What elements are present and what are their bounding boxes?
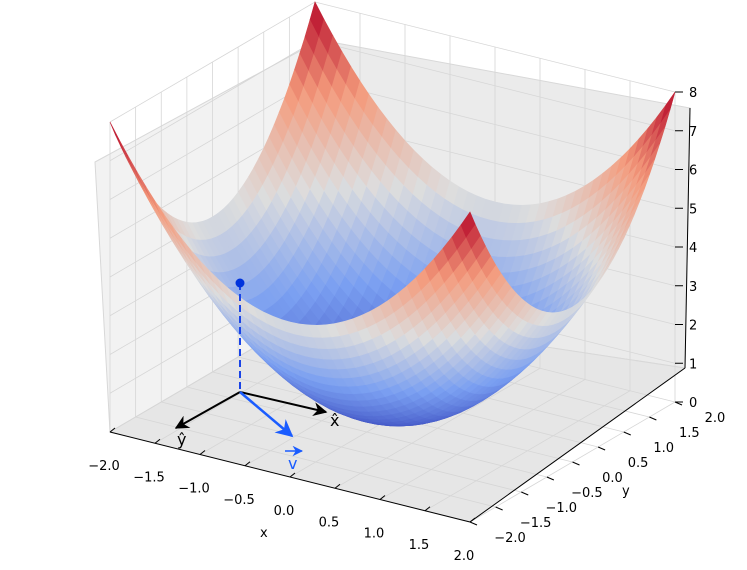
x-axis-tick-label: 0.5 — [319, 515, 340, 530]
y-axis-tick — [521, 491, 529, 496]
x-axis-tick — [199, 450, 206, 455]
x-hat-arrow — [239, 391, 328, 416]
y-axis-tick — [623, 431, 631, 436]
y-axis-tick — [495, 506, 503, 511]
z-axis-tick-label: 4 — [689, 241, 697, 256]
z-axis-tick-label: 0 — [689, 396, 697, 411]
y-axis-tick-label: −1.0 — [545, 501, 577, 516]
y-axis-ticks: −2.0−1.5−1.0−0.50.0 0.5 1.0 1.5 2.0 — [469, 401, 726, 546]
y-axis-tick — [546, 476, 555, 481]
x-axis-ticks: −2.0 −1.5 −1.0 −0.5 0.0 0.5 1.0 1.5 2.0 — [88, 427, 476, 564]
y-axis-title: y — [622, 484, 630, 499]
x-axis-tick-label: 1.5 — [409, 538, 430, 553]
z-axis-tick-label: 1 — [689, 357, 697, 372]
y-axis-tick — [597, 446, 606, 451]
z-axis-tick-label: 3 — [689, 280, 697, 295]
y-hat-arrow — [174, 391, 241, 429]
z-axis-tick-label: 2 — [689, 319, 697, 334]
v-label: v — [288, 454, 297, 473]
surface — [109, 1, 676, 427]
y-axis-tick-label: −0.5 — [571, 486, 603, 501]
x-axis-tick — [424, 506, 431, 512]
x-axis-tick-label: −0.5 — [223, 493, 255, 508]
y-axis-tick — [572, 461, 580, 466]
grid-line — [334, 367, 541, 489]
v-arrow — [239, 391, 294, 438]
x-axis-tick-label: 0.0 — [274, 504, 295, 519]
x-axis-title: x — [260, 526, 268, 541]
annotations: x̂ ŷ v — [174, 278, 339, 473]
z-axis-tick-label: 6 — [689, 164, 697, 179]
y-axis-tick-label: −2.0 — [494, 531, 526, 546]
x-axis-tick-label: −1.5 — [133, 470, 165, 485]
x-axis-tick — [109, 427, 116, 433]
x-axis-tick — [334, 483, 341, 489]
z-axis-tick-label: 5 — [689, 202, 697, 217]
x-axis-tick — [289, 472, 296, 478]
x-axis-tick — [154, 438, 161, 444]
y-axis-tick-label: 0.0 — [602, 471, 623, 486]
y-axis-tick-label: 0.5 — [628, 456, 649, 471]
z-axis-tick-label: 7 — [689, 125, 697, 140]
y-axis-tick — [649, 416, 657, 421]
x-hat-label: x̂ — [330, 411, 339, 430]
y-axis-tick-label: 1.5 — [679, 426, 700, 441]
x-axis-tick-label: −2.0 — [88, 459, 120, 474]
y-axis-line — [469, 367, 686, 523]
y-axis-tick-label: 1.0 — [653, 441, 674, 456]
z-axis-line — [684, 107, 691, 369]
y-hat-label: ŷ — [177, 430, 186, 449]
y-axis-tick — [469, 521, 478, 526]
surface-patch — [460, 211, 476, 238]
x-axis-tick-label: 1.0 — [364, 527, 385, 542]
x-axis-tick-label: −1.0 — [178, 482, 210, 497]
grid-line — [379, 379, 586, 500]
v-label-group: v — [285, 445, 304, 473]
x-axis-tick — [244, 461, 251, 467]
y-axis-tick-label: −1.5 — [520, 516, 552, 531]
z-axis-tick-label: 8 — [689, 86, 697, 101]
grid-line — [424, 390, 631, 512]
x-axis-tick — [469, 517, 476, 523]
surface-point — [235, 278, 245, 288]
x-axis-tick-label: 2.0 — [454, 549, 475, 564]
y-axis-tick-label: 2.0 — [705, 411, 726, 426]
x-axis-tick — [379, 495, 386, 500]
z-axis-ticks: 0 1 2 3 4 5 6 7 8 — [675, 86, 697, 411]
